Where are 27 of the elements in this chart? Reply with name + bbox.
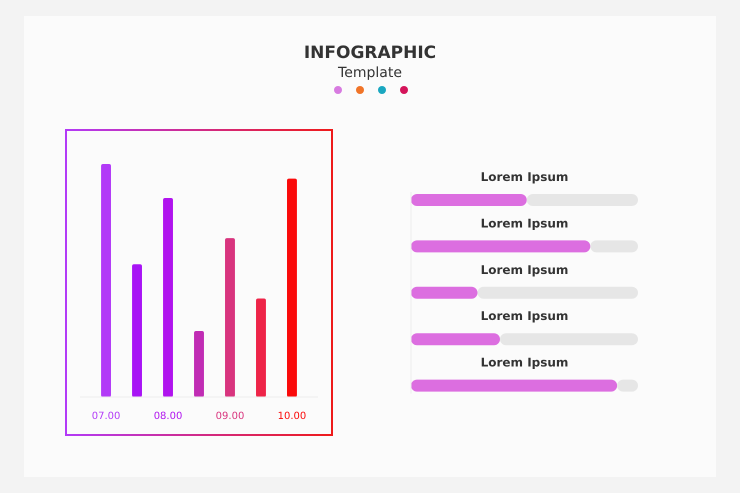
bar [526,194,638,206]
bar [411,380,618,392]
text: INFOGRAPHIC [304,43,436,63]
bar [256,298,266,397]
y-tick-label: Lorem Ipsum [480,262,568,277]
x-tick-label: 07.00 [92,411,120,422]
bar [132,264,142,397]
bar [411,194,527,206]
x-tick-label: 10.00 [278,411,306,422]
y-tick-label: Lorem Ipsum [480,309,568,324]
bar [411,286,478,299]
text: Template [337,65,402,81]
y-tick-label: Lorem Ipsum [480,170,568,184]
bar [411,240,590,252]
y-tick-label: Lorem Ipsum [480,356,568,370]
bar [194,331,204,397]
y-tick-label: Lorem Ipsum [480,216,568,230]
bar [163,198,173,397]
bar [287,178,297,397]
bar [101,164,111,397]
bar [411,333,500,346]
bar [590,240,638,252]
x-tick-label: 09.00 [216,411,244,422]
bar [478,286,638,299]
x-tick-label: 08.00 [154,411,182,422]
bar [225,238,235,397]
bar [500,333,638,346]
